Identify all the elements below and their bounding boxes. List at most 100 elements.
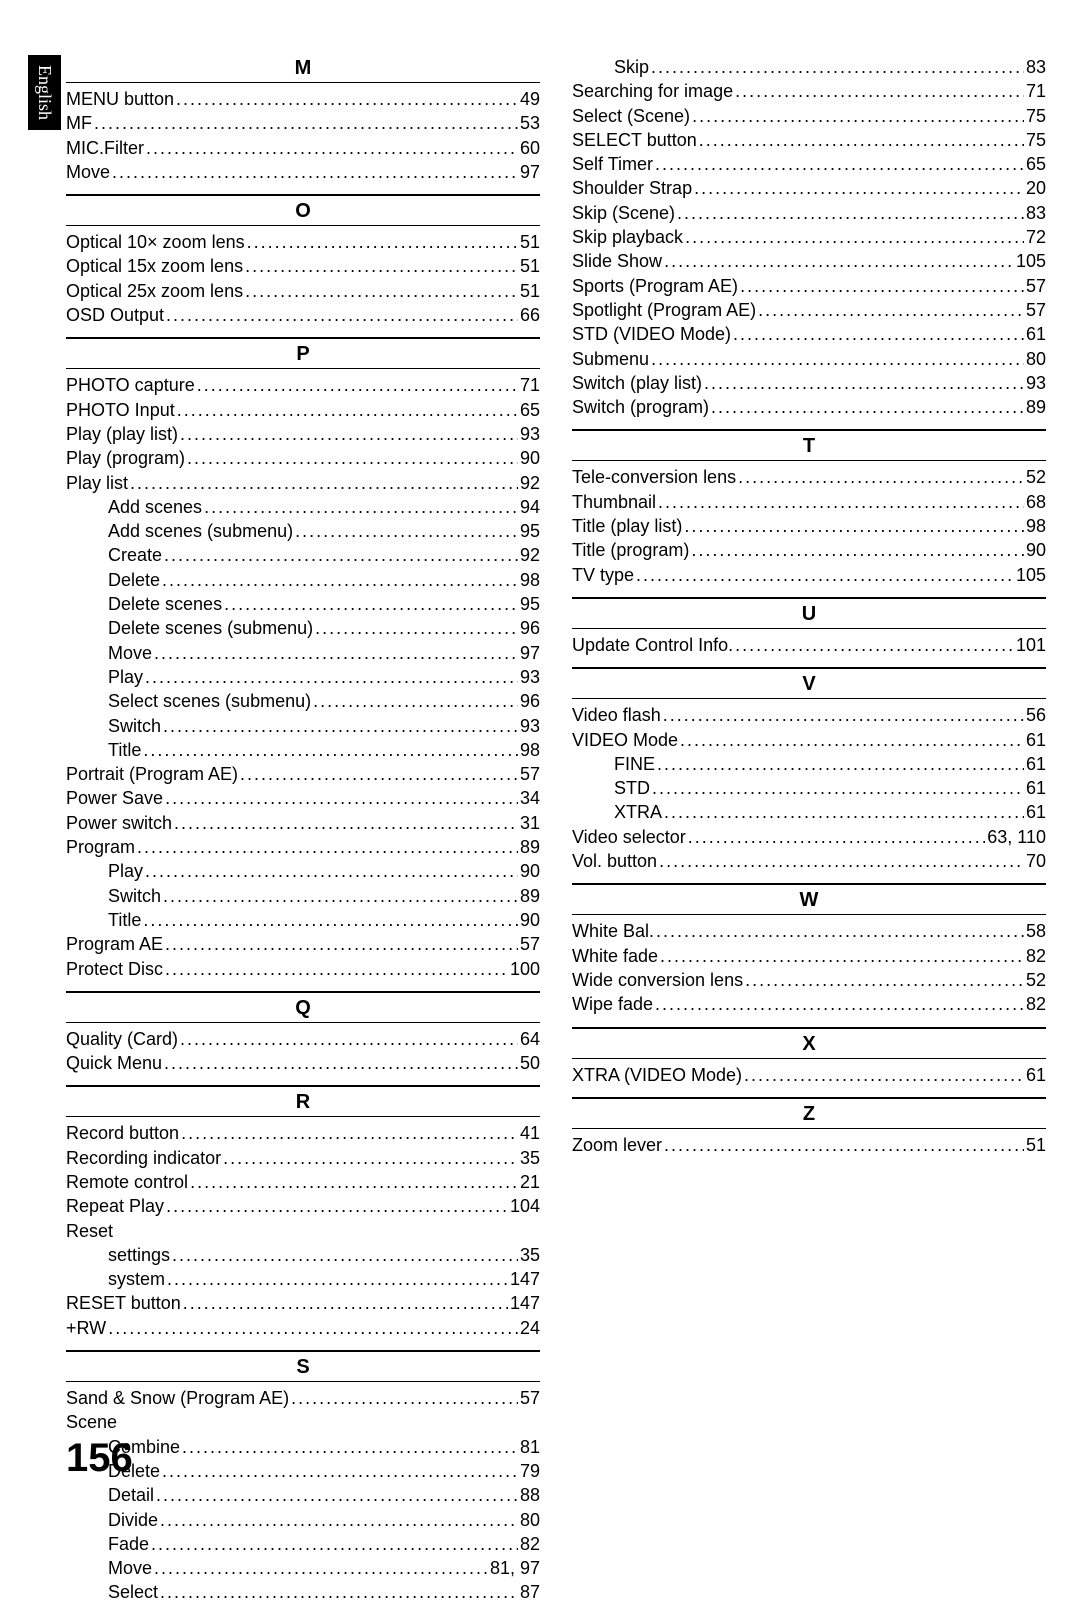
language-tab: English [28, 55, 61, 130]
index-entry: TV type105 [572, 563, 1046, 587]
section-rule [572, 597, 1046, 599]
index-entry-label: Divide [108, 1508, 158, 1532]
index-entry-label: Switch [108, 714, 161, 738]
index-entry-label: Slide Show [572, 249, 662, 273]
leader-dots [162, 1459, 518, 1483]
index-entry-label: Switch (play list) [572, 371, 702, 395]
index-entry-page: 82 [520, 1532, 540, 1556]
index-entry-label: Remote control [66, 1170, 188, 1194]
index-entry: settings35 [66, 1243, 540, 1267]
leader-dots [313, 689, 518, 713]
index-entry-label: Recording indicator [66, 1146, 221, 1170]
index-entry: Video selector63, 110 [572, 825, 1046, 849]
leader-dots [636, 563, 1014, 587]
index-entry-page: 21 [520, 1170, 540, 1194]
section-rule [66, 194, 540, 196]
index-entry: Recording indicator35 [66, 1146, 540, 1170]
index-entry-label: Optical 15x zoom lens [66, 254, 243, 278]
index-entry: STD61 [572, 776, 1046, 800]
index-entry-page: 98 [520, 568, 540, 592]
leader-dots [165, 786, 518, 810]
index-entry-label: Self Timer [572, 152, 653, 176]
index-entry-page: 87 [520, 1580, 540, 1604]
index-entry-page: 95 [520, 519, 540, 543]
index-entry-page: 52 [1026, 968, 1046, 992]
leader-dots [154, 1556, 488, 1580]
index-entry-page: 105 [1016, 563, 1046, 587]
index-entry: VIDEO Mode61 [572, 728, 1046, 752]
index-entry: SELECT button75 [572, 128, 1046, 152]
index-entry: Tele-conversion lens52 [572, 465, 1046, 489]
index-entry-page: 75 [1026, 104, 1046, 128]
index-entry-page: 79 [520, 1459, 540, 1483]
index-entry-page: 92 [520, 471, 540, 495]
index-entry-label: Select (Scene) [572, 104, 690, 128]
index-entry-label: MIC.Filter [66, 136, 144, 160]
index-entry-page: 147 [510, 1291, 540, 1315]
section-letter: W [572, 887, 1046, 914]
index-entry-label: Spotlight (Program AE) [572, 298, 756, 322]
index-entry-page: 63, 110 [987, 825, 1046, 849]
leader-dots [735, 79, 1024, 103]
index-entry-label: Select scenes (submenu) [108, 689, 311, 713]
index-entry-label: Select [108, 1580, 158, 1604]
leader-dots [692, 104, 1024, 128]
section-letter: P [66, 341, 540, 368]
leader-dots [663, 703, 1024, 727]
index-entry: Optical 15x zoom lens51 [66, 254, 540, 278]
index-entry: Skip (Scene)83 [572, 201, 1046, 225]
leader-dots [247, 230, 518, 254]
leader-dots [660, 944, 1024, 968]
section-rule [66, 1085, 540, 1087]
index-entry: Switch 93 [66, 714, 540, 738]
index-entry-page: 96 [520, 616, 540, 640]
index-section: SSand & Snow (Program AE)57SceneCombine8… [66, 1350, 540, 1605]
index-entry-label: VIDEO Mode [572, 728, 678, 752]
index-entry-label: Detail [108, 1483, 154, 1507]
index-entry-label: Program AE [66, 932, 163, 956]
index-entry-label: Video flash [572, 703, 661, 727]
leader-dots [735, 633, 1014, 657]
index-entry: Sports (Program AE)57 [572, 274, 1046, 298]
leader-dots [738, 465, 1024, 489]
index-entry-label: Play list [66, 471, 128, 495]
index-entry: Delete98 [66, 568, 540, 592]
leader-dots [704, 371, 1024, 395]
index-entry-page: 93 [520, 714, 540, 738]
index-entry-page: 70 [1026, 849, 1046, 873]
index-entry-page: 20 [1026, 176, 1046, 200]
leader-dots [651, 55, 1024, 79]
index-entry-page: 89 [1026, 395, 1046, 419]
section-rule [66, 225, 540, 226]
index-entry-page: 80 [520, 1508, 540, 1532]
index-entry: STD (VIDEO Mode)61 [572, 322, 1046, 346]
leader-dots [652, 776, 1024, 800]
leader-dots [677, 201, 1024, 225]
index-entry-page: 61 [1026, 776, 1046, 800]
index-section: WWhite Bal.58White fade82Wide conversion… [572, 883, 1046, 1016]
leader-dots [154, 641, 518, 665]
leader-dots [245, 254, 518, 278]
index-entry-label: STD (VIDEO Mode) [572, 322, 731, 346]
section-rule [66, 1381, 540, 1382]
index-entry-page: 83 [1026, 201, 1046, 225]
section-rule [66, 1022, 540, 1023]
index-entry: Switch (play list)93 [572, 371, 1046, 395]
leader-dots [130, 471, 518, 495]
index-entry-label: Wipe fade [572, 992, 653, 1016]
index-entry-label: RESET button [66, 1291, 181, 1315]
index-entry-page: 93 [520, 422, 540, 446]
index-entry: Title (play list)98 [572, 514, 1046, 538]
index-entry: Skip playback72 [572, 225, 1046, 249]
index-entry: White Bal.58 [572, 919, 1046, 943]
index-entry: Title (program)90 [572, 538, 1046, 562]
index-entry: MENU button49 [66, 87, 540, 111]
index-entry-label: Move [108, 641, 152, 665]
leader-dots [187, 446, 518, 470]
index-entry-page: 90 [520, 859, 540, 883]
index-entry: Sand & Snow (Program AE)57 [66, 1386, 540, 1410]
leader-dots [694, 176, 1024, 200]
index-entry-label: Optical 25x zoom lens [66, 279, 243, 303]
index-entry: Submenu80 [572, 347, 1046, 371]
leader-dots [664, 249, 1014, 273]
